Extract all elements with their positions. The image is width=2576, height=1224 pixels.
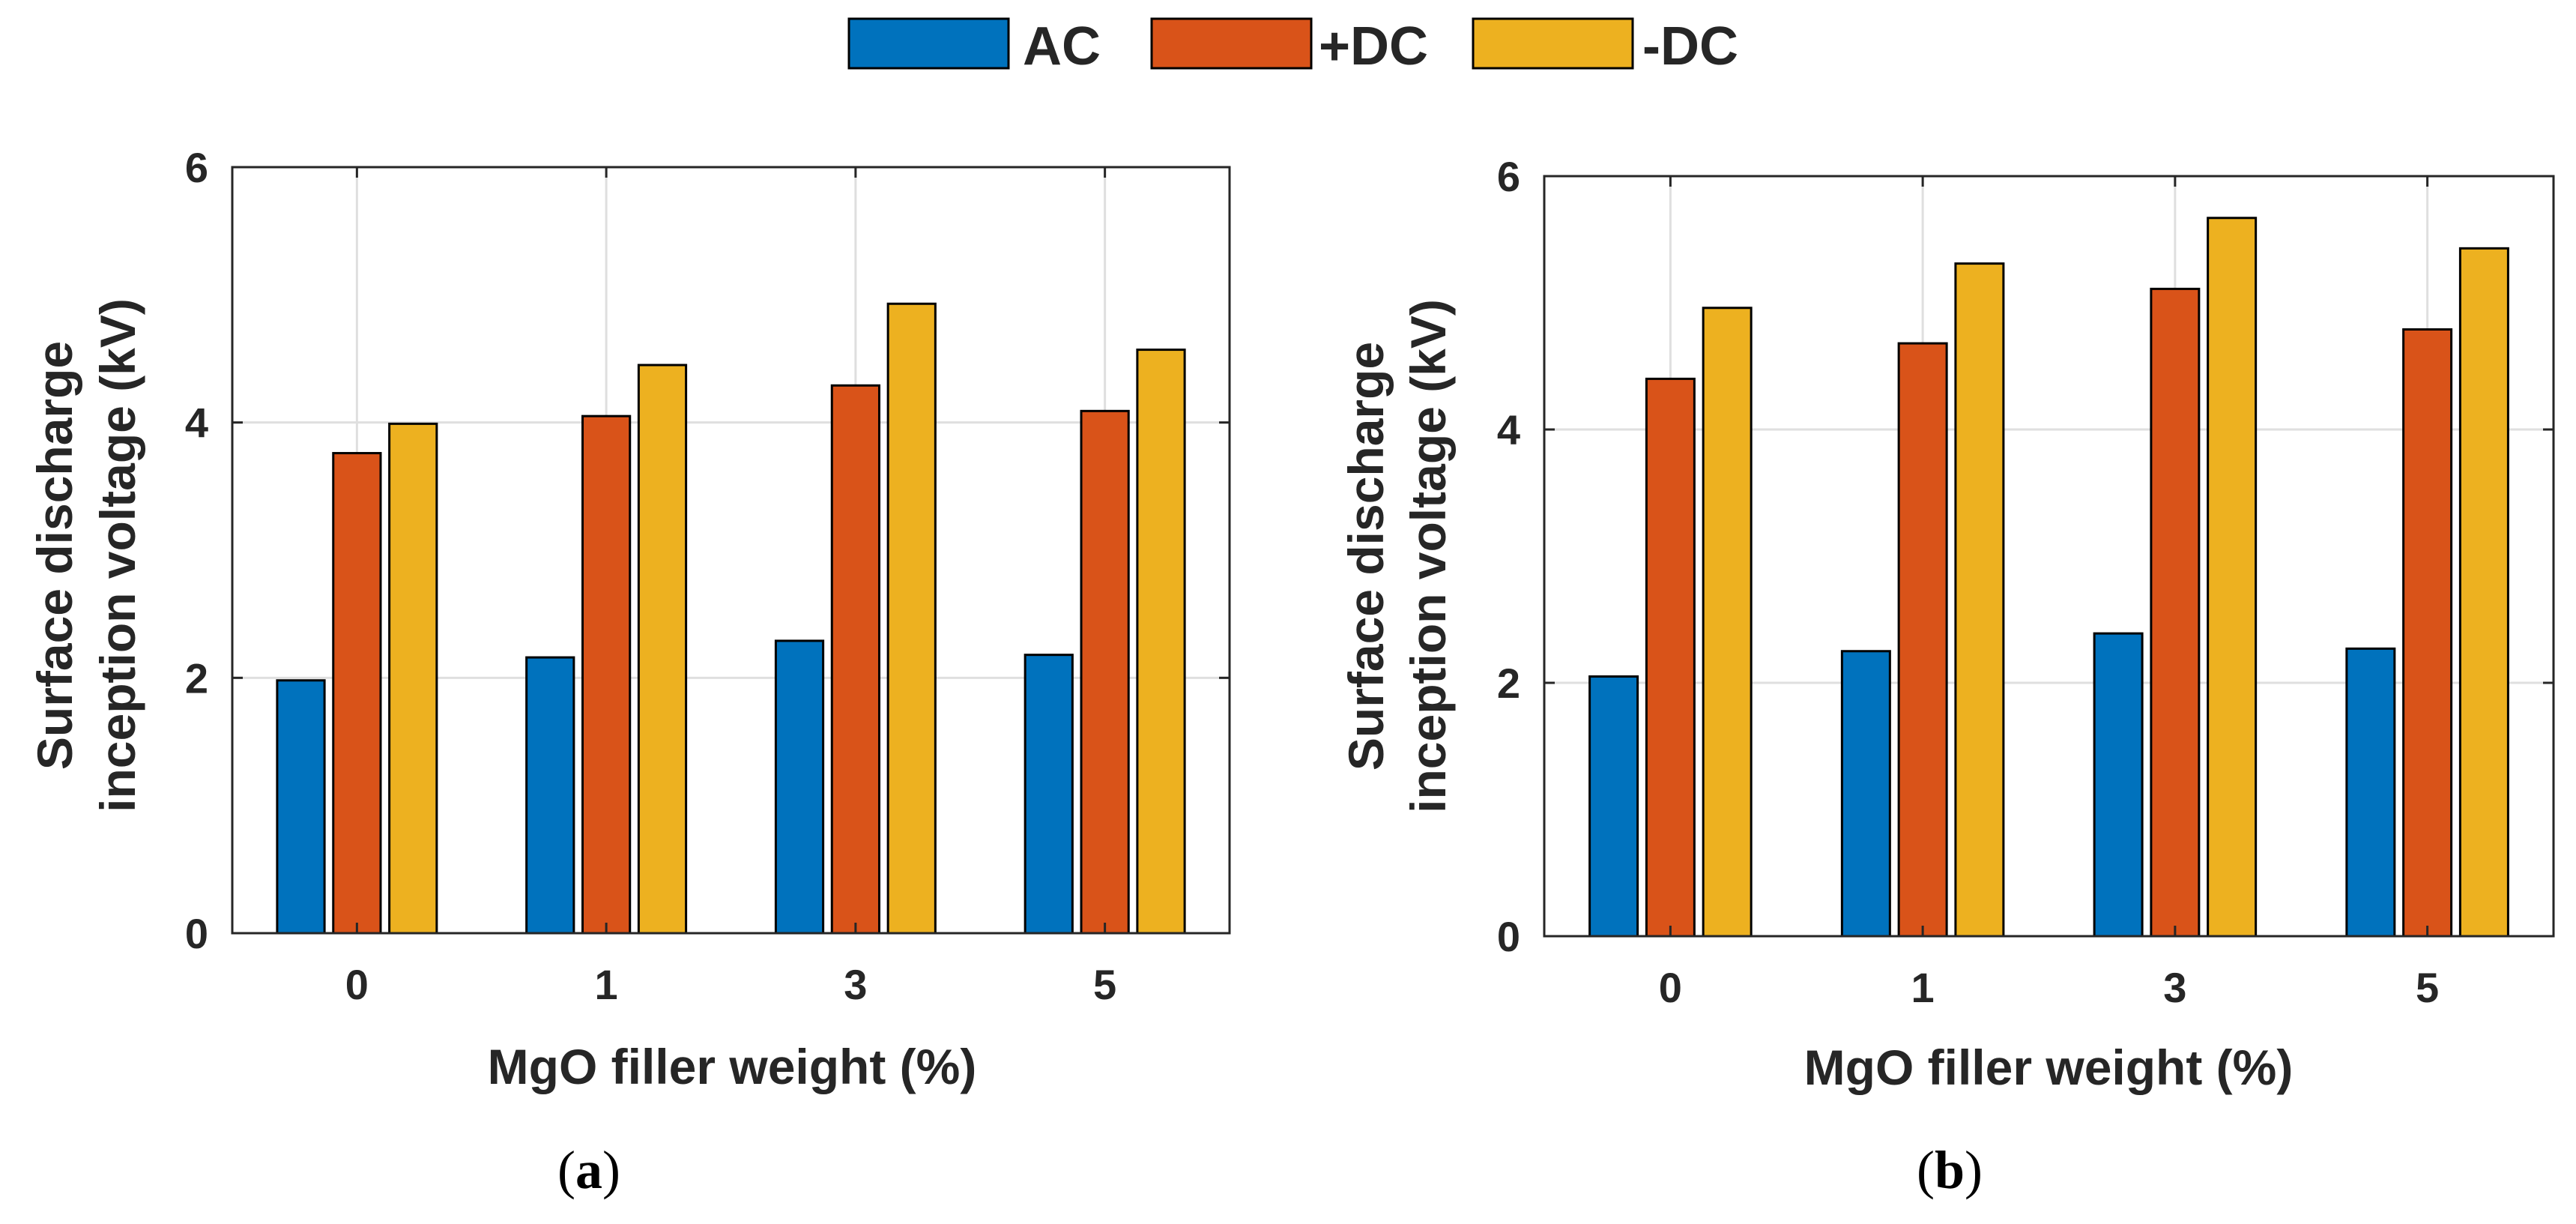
- bar-minus-dc-5: [2458, 247, 2509, 938]
- y-axis-title-line1: Surface discharge: [27, 341, 82, 770]
- plot-area: [232, 167, 1230, 933]
- y-axis-title-line1: Surface discharge: [1338, 342, 1394, 771]
- bar-plusminus-dc-0: [1645, 377, 1696, 938]
- bar-ac-1: [1840, 650, 1891, 938]
- bar-ac-5: [1024, 654, 1074, 935]
- legend-label-ac: AC: [1023, 16, 1101, 76]
- legend-swatch-plus-dc: [1150, 17, 1313, 70]
- axes-frame: [1543, 175, 2555, 938]
- bar-minus-dc-1: [637, 364, 688, 935]
- caption-a-letter: a: [575, 1140, 602, 1200]
- caption-a-close: ): [602, 1140, 620, 1200]
- caption-a: (a): [557, 1140, 620, 1200]
- bar-plusminus-dc-5: [2402, 328, 2453, 938]
- x-axis-title: MgO filler weight (%): [1804, 1040, 2294, 1095]
- legend: AC +DC -DC: [847, 16, 1738, 76]
- x-tick-label: 3: [844, 961, 867, 1008]
- axes-frame: [231, 166, 1231, 935]
- bar-plusminus-dc-1: [1897, 342, 1948, 938]
- x-tick-label: 0: [1659, 964, 1682, 1011]
- bar-plusminus-dc-5: [1080, 409, 1130, 935]
- x-tick-label: 1: [595, 961, 618, 1008]
- y-axis-title-line2: inception voltage (kV): [1400, 299, 1456, 813]
- x-tick-label: 5: [1093, 961, 1116, 1008]
- caption-b-close: ): [1965, 1140, 1983, 1200]
- bar-ac-3: [774, 639, 825, 935]
- legend-swatch-ac: [847, 17, 1010, 70]
- plot-area: [1544, 176, 2554, 936]
- caption-b-open: (: [1917, 1140, 1935, 1200]
- x-tick-label: 5: [2416, 964, 2439, 1011]
- bar-ac-1: [525, 656, 575, 935]
- y-tick-label: 6: [185, 144, 208, 191]
- x-axis-title: MgO filler weight (%): [488, 1039, 977, 1094]
- y-tick-label: 4: [1497, 406, 1520, 453]
- y-tick-label: 2: [1497, 660, 1520, 707]
- bar-minus-dc-1: [1954, 262, 2005, 938]
- bar-ac-3: [2093, 632, 2144, 938]
- chart-panel-a: Surface discharge inception voltage (kV)…: [27, 144, 1231, 1200]
- bar-plusminus-dc-0: [332, 452, 382, 935]
- bar-plusminus-dc-3: [2150, 287, 2201, 938]
- y-tick-label: 0: [185, 910, 208, 957]
- x-tick-label: 0: [345, 961, 369, 1008]
- y-tick-label: 6: [1497, 153, 1520, 200]
- caption-b: (b): [1917, 1140, 1983, 1200]
- bar-minus-dc-5: [1136, 349, 1186, 935]
- bar-minus-dc-0: [388, 422, 438, 935]
- legend-label-plus-dc: +DC: [1319, 16, 1428, 76]
- legend-label-minus-dc: -DC: [1642, 16, 1738, 76]
- caption-a-open: (: [557, 1140, 575, 1200]
- y-tick-label: 4: [185, 400, 208, 447]
- bar-ac-0: [1588, 675, 1639, 938]
- chart-panel-b: Surface discharge inception voltage (kV)…: [1338, 153, 2555, 1200]
- bar-minus-dc-3: [886, 302, 937, 935]
- y-tick-label: 0: [1497, 913, 1520, 960]
- y-tick-label: 2: [185, 654, 208, 702]
- bar-plusminus-dc-3: [830, 384, 880, 935]
- bar-minus-dc-0: [1702, 307, 1753, 938]
- bar-plusminus-dc-1: [581, 414, 632, 935]
- x-tick-label: 3: [2163, 964, 2186, 1011]
- caption-b-letter: b: [1935, 1140, 1965, 1200]
- bar-ac-0: [276, 679, 326, 935]
- x-tick-label: 1: [1911, 964, 1935, 1011]
- bar-minus-dc-3: [2207, 217, 2258, 938]
- y-axis-title-line2: inception voltage (kV): [90, 298, 145, 813]
- legend-swatch-minus-dc: [1472, 17, 1634, 70]
- bar-ac-5: [2345, 647, 2396, 938]
